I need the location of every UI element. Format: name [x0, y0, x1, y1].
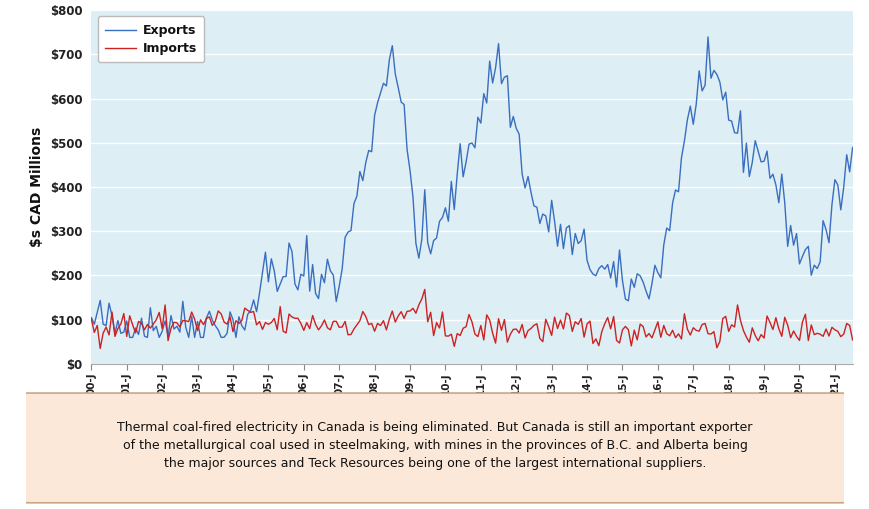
Exports [419, 187, 429, 193]
Exports [696, 88, 706, 94]
Imports [86, 316, 96, 322]
Line: Imports: Imports [91, 290, 852, 349]
Exports [160, 318, 170, 324]
Imports [699, 320, 709, 326]
Imports [122, 333, 132, 340]
Imports [95, 346, 105, 352]
FancyBboxPatch shape [6, 393, 864, 503]
Exports [540, 213, 550, 219]
Imports [507, 326, 518, 332]
Imports [160, 302, 170, 308]
Exports [505, 124, 515, 130]
Exports [702, 34, 713, 40]
Line: Exports: Exports [91, 37, 852, 337]
Exports [86, 315, 96, 321]
Text: Thermal coal-fired electricity in Canada is being eliminated. But Canada is stil: Thermal coal-fired electricity in Canada… [117, 421, 752, 470]
Exports [118, 329, 129, 335]
Legend: Exports, Imports: Exports, Imports [97, 16, 204, 63]
Exports [124, 334, 135, 341]
Imports [419, 287, 429, 293]
Exports [846, 145, 857, 151]
Y-axis label: $s CAD Millions: $s CAD Millions [30, 127, 44, 247]
Imports [846, 337, 857, 343]
Imports [543, 324, 554, 330]
X-axis label: Year & Month: Year & Month [418, 401, 525, 414]
Imports [422, 319, 433, 325]
